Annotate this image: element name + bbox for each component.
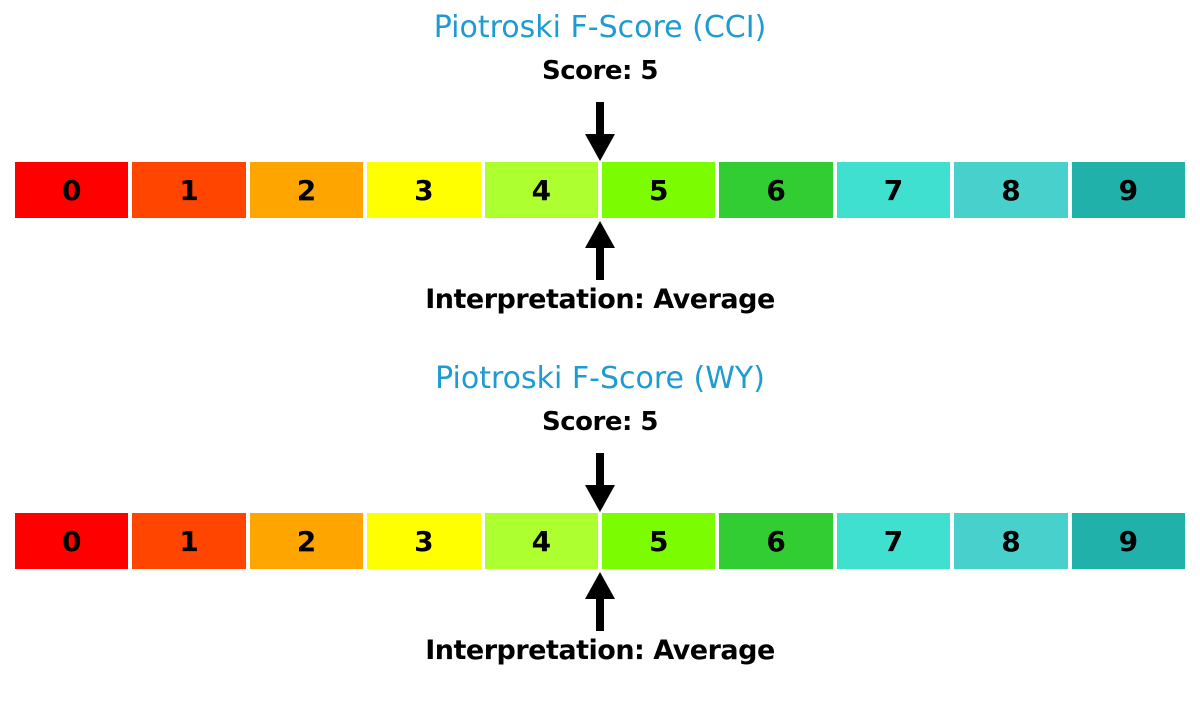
segment-label: 0 bbox=[61, 173, 82, 207]
segment-label: 8 bbox=[1001, 173, 1021, 207]
score-segment-1: 1 bbox=[132, 162, 246, 218]
score-label: Score: 5 bbox=[542, 407, 659, 437]
score-pointer-up-arrow bbox=[585, 572, 615, 631]
arrow-stem bbox=[596, 453, 604, 485]
arrow-head-down-icon bbox=[585, 485, 615, 512]
score-segment-0: 0 bbox=[15, 513, 129, 569]
segment-label: 9 bbox=[1118, 524, 1139, 558]
segment-label: 3 bbox=[414, 524, 434, 558]
interpretation-label: Interpretation: Average bbox=[425, 284, 775, 315]
score-segment-3: 3 bbox=[367, 162, 481, 218]
score-segment-9: 9 bbox=[1071, 162, 1186, 218]
score-segment-9: 9 bbox=[1071, 513, 1186, 569]
segment-label: 8 bbox=[1001, 524, 1021, 558]
score-segment-3: 3 bbox=[367, 513, 481, 569]
fscore-gauge-wy: Piotroski F-Score (WY) Score: 5 0 1 2 3 4 5 6 7… bbox=[0, 363, 1200, 702]
score-segment-4: 4 bbox=[484, 162, 599, 218]
segment-label: 6 bbox=[766, 524, 786, 558]
arrow-head-up-icon bbox=[585, 221, 615, 248]
arrow-stem bbox=[596, 599, 604, 631]
arrow-stem bbox=[596, 102, 604, 134]
score-segment-7: 7 bbox=[836, 162, 951, 218]
segment-label: 6 bbox=[766, 173, 786, 207]
score-scale-bar: 0 1 2 3 4 5 6 7 8 9 bbox=[15, 162, 1186, 218]
segment-label: 7 bbox=[883, 524, 904, 558]
score-scale-bar: 0 1 2 3 4 5 6 7 8 9 bbox=[15, 513, 1186, 569]
arrow-stem bbox=[596, 248, 604, 280]
score-segment-6: 6 bbox=[719, 513, 833, 569]
score-label: Score: 5 bbox=[542, 56, 659, 86]
segment-label: 1 bbox=[179, 173, 199, 207]
score-segment-0: 0 bbox=[15, 162, 129, 218]
segment-label: 9 bbox=[1118, 173, 1139, 207]
segment-label: 5 bbox=[648, 524, 669, 558]
score-segment-7: 7 bbox=[836, 513, 951, 569]
chart-title: Piotroski F-Score (CCI) bbox=[433, 10, 767, 45]
score-segment-2: 2 bbox=[249, 162, 364, 218]
score-segment-8: 8 bbox=[954, 162, 1068, 218]
score-pointer-down-arrow bbox=[585, 102, 615, 161]
score-segment-4: 4 bbox=[484, 513, 599, 569]
score-pointer-up-arrow bbox=[585, 221, 615, 280]
segment-label: 7 bbox=[883, 173, 904, 207]
arrow-head-down-icon bbox=[585, 134, 615, 161]
score-segment-5: 5 bbox=[602, 513, 716, 569]
segment-label: 2 bbox=[296, 524, 317, 558]
segment-label: 0 bbox=[61, 524, 82, 558]
segment-label: 4 bbox=[531, 173, 552, 207]
score-pointer-down-arrow bbox=[585, 453, 615, 512]
arrow-head-up-icon bbox=[585, 572, 615, 599]
interpretation-label: Interpretation: Average bbox=[425, 635, 775, 666]
chart-title: Piotroski F-Score (WY) bbox=[435, 361, 765, 396]
score-segment-6: 6 bbox=[719, 162, 833, 218]
segment-label: 3 bbox=[414, 173, 434, 207]
segment-label: 1 bbox=[179, 524, 199, 558]
segment-label: 2 bbox=[296, 173, 317, 207]
fscore-gauge-cci: Piotroski F-Score (CCI) Score: 5 0 1 2 3 4 5 6… bbox=[0, 12, 1200, 352]
score-segment-1: 1 bbox=[132, 513, 246, 569]
score-segment-8: 8 bbox=[954, 513, 1068, 569]
segment-label: 4 bbox=[531, 524, 552, 558]
segment-label: 5 bbox=[648, 173, 669, 207]
score-segment-5: 5 bbox=[602, 162, 716, 218]
score-segment-2: 2 bbox=[249, 513, 364, 569]
